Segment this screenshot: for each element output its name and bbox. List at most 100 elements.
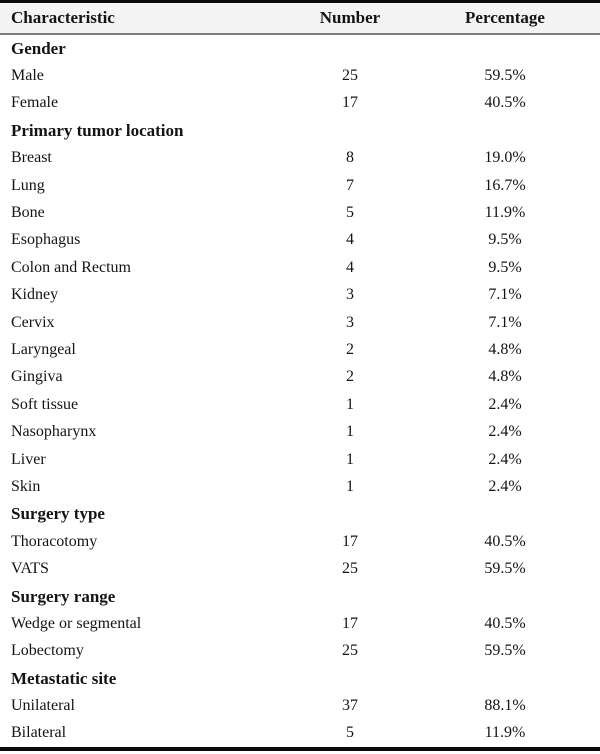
- characteristic-cell: Kidney: [11, 286, 59, 304]
- percentage-cell: 40.5%: [484, 532, 526, 550]
- data-row: Bone 5 11.9%: [0, 199, 600, 226]
- spacer-cell: [560, 172, 600, 199]
- number-cell: 37: [342, 697, 358, 715]
- number-cell: 17: [342, 94, 358, 112]
- data-row: Cervix 3 7.1%: [0, 309, 600, 336]
- section-header-row: Primary tumor location: [0, 117, 600, 144]
- percentage-cell: 4.8%: [488, 340, 522, 358]
- number-cell: 1: [346, 477, 354, 495]
- spacer-cell: [560, 145, 600, 172]
- spacer-cell: [560, 391, 600, 418]
- number-cell: 3: [346, 286, 354, 304]
- spacer-cell: [560, 336, 600, 363]
- characteristic-cell: Thoracotomy: [11, 532, 98, 550]
- spacer-cell: [560, 199, 600, 226]
- data-row: Gingiva 2 4.8%: [0, 364, 600, 391]
- characteristic-cell: Nasopharynx: [11, 423, 97, 441]
- characteristic-cell: Skin: [11, 477, 41, 495]
- number-cell: 1: [346, 423, 354, 441]
- section-header-label: Surgery range: [11, 586, 116, 606]
- spacer-cell: [560, 90, 600, 117]
- data-row: Male 25 59.5%: [0, 62, 600, 89]
- section-header-row: Surgery type: [0, 501, 600, 528]
- number-cell: 25: [342, 560, 358, 578]
- percentage-cell: 2.4%: [488, 423, 522, 441]
- characteristic-cell: Bone: [11, 204, 45, 222]
- data-row: Nasopharynx 1 2.4%: [0, 418, 600, 445]
- characteristic-cell: Unilateral: [11, 697, 75, 715]
- spacer-cell: [560, 692, 600, 719]
- percentage-cell: 19.0%: [484, 149, 526, 167]
- column-header-number: Number: [250, 3, 450, 35]
- characteristic-cell: Gingiva: [11, 368, 63, 386]
- number-cell: 1: [346, 395, 354, 413]
- section-header-label: Primary tumor location: [11, 120, 184, 140]
- number-cell: 25: [342, 67, 358, 85]
- data-row: Wedge or segmental 17 40.5%: [0, 610, 600, 637]
- header-row: Characteristic Number Percentage: [0, 3, 600, 35]
- characteristic-cell: Esophagus: [11, 231, 81, 249]
- characteristic-cell: Wedge or segmental: [11, 614, 142, 632]
- data-row: Skin 1 2.4%: [0, 473, 600, 500]
- data-row: Unilateral 37 88.1%: [0, 692, 600, 719]
- number-cell: 4: [346, 231, 354, 249]
- percentage-cell: 11.9%: [484, 724, 526, 742]
- data-row: Breast 8 19.0%: [0, 145, 600, 172]
- number-cell: 5: [346, 724, 354, 742]
- characteristics-table: Characteristic Number Percentage Gender M…: [0, 3, 600, 747]
- number-cell: 17: [342, 614, 358, 632]
- spacer-cell: [560, 720, 600, 747]
- percentage-cell: 9.5%: [488, 258, 522, 276]
- data-row: Female 17 40.5%: [0, 90, 600, 117]
- characteristic-cell: Lobectomy: [11, 642, 84, 660]
- percentage-cell: 7.1%: [488, 313, 522, 331]
- number-cell: 2: [346, 340, 354, 358]
- characteristic-cell: Laryngeal: [11, 340, 76, 358]
- number-cell: 25: [342, 642, 358, 660]
- characteristic-cell: Soft tissue: [11, 395, 79, 413]
- characteristic-cell: Lung: [11, 176, 45, 194]
- spacer-cell: [560, 418, 600, 445]
- section-header-row: Gender: [0, 34, 600, 62]
- data-row: Laryngeal 2 4.8%: [0, 336, 600, 363]
- number-cell: 5: [346, 204, 354, 222]
- spacer-cell: [560, 555, 600, 582]
- characteristic-cell: VATS: [11, 560, 49, 578]
- number-cell: 8: [346, 149, 354, 167]
- characteristic-cell: Male: [11, 67, 44, 85]
- percentage-cell: 4.8%: [488, 368, 522, 386]
- section-header-row: Metastatic site: [0, 665, 600, 692]
- characteristic-cell: Breast: [11, 149, 52, 167]
- data-row: Thoracotomy 17 40.5%: [0, 528, 600, 555]
- percentage-cell: 2.4%: [488, 395, 522, 413]
- data-row: Esophagus 4 9.5%: [0, 227, 600, 254]
- characteristic-cell: Cervix: [11, 313, 55, 331]
- table-body: Gender Male 25 59.5% Female 17 40.5% Primary tu…: [0, 34, 600, 747]
- percentage-cell: 40.5%: [484, 94, 526, 112]
- data-row: Lobectomy 25 59.5%: [0, 638, 600, 665]
- number-cell: 4: [346, 258, 354, 276]
- data-row: Soft tissue 1 2.4%: [0, 391, 600, 418]
- data-row: Lung 7 16.7%: [0, 172, 600, 199]
- spacer-cell: [560, 62, 600, 89]
- spacer-cell: [560, 528, 600, 555]
- data-row: Kidney 3 7.1%: [0, 282, 600, 309]
- spacer-cell: [560, 610, 600, 637]
- percentage-cell: 16.7%: [484, 176, 526, 194]
- section-header-label: Gender: [11, 38, 66, 58]
- characteristic-cell: Liver: [11, 450, 46, 468]
- column-header-percentage: Percentage: [450, 3, 560, 35]
- number-cell: 1: [346, 450, 354, 468]
- spacer-cell: [560, 227, 600, 254]
- column-header-characteristic: Characteristic: [0, 3, 250, 35]
- data-row: Liver 1 2.4%: [0, 446, 600, 473]
- number-cell: 17: [342, 532, 358, 550]
- spacer-cell: [560, 473, 600, 500]
- characteristic-cell: Female: [11, 94, 59, 112]
- percentage-cell: 7.1%: [488, 286, 522, 304]
- percentage-cell: 59.5%: [484, 560, 526, 578]
- table-top-border: [0, 0, 600, 3]
- section-header-label: Metastatic site: [11, 668, 117, 688]
- characteristic-cell: Colon and Rectum: [11, 258, 131, 276]
